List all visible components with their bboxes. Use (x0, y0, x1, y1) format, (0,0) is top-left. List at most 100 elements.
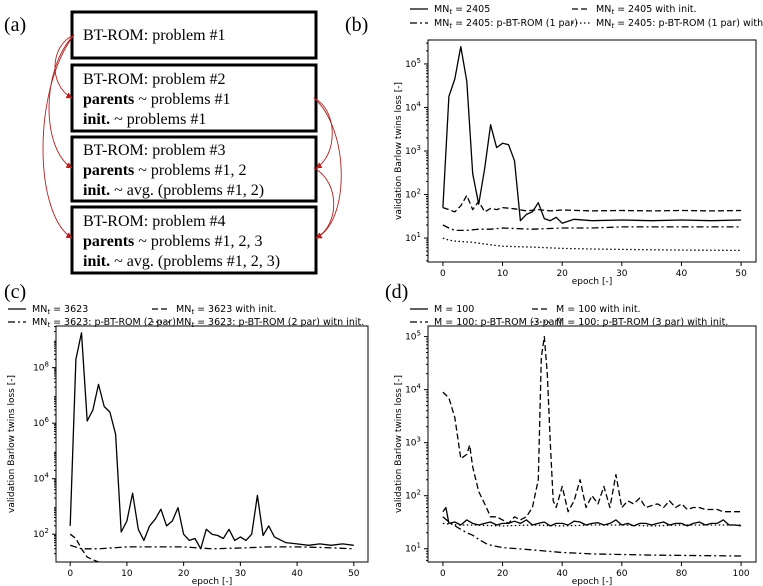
flow-box-3: BT-ROM: problem #3 parents ~ problems #1… (70, 135, 318, 203)
chart-d-ytick-exponent: 4 (417, 383, 422, 391)
parents-value: ~ problems #1, 2, 3 (134, 233, 262, 250)
parents-value: ~ problems #1 (134, 91, 230, 108)
chart-b-legend-label-3: MNt = 2405: p-BT-ROM (1 par) (434, 18, 578, 30)
chart-c-legend: MNt = 3623 MNt = 3623 with init.MNt = 362… (8, 304, 364, 329)
parents-label: parents (83, 233, 134, 250)
chart-d-xtick-label: 0 (440, 569, 446, 579)
flow-box-4-init: init. ~ avg. (problems #1, 2, 3) (83, 253, 280, 270)
chart-c-legend-label-3: MNt = 3623: p-BT-ROM (2 par) (32, 317, 176, 329)
init-label: init. (83, 253, 110, 270)
chart-c-ytick-exponent: 8 (45, 361, 49, 369)
chart-c-ytick-exponent: 2 (45, 527, 49, 535)
chart-b-xtick-label: 40 (676, 269, 688, 279)
chart-c-ytick-exponent: 6 (45, 416, 50, 424)
chart-c-xtick-label: 20 (178, 569, 190, 579)
chart-c-series-2-line (69, 533, 105, 562)
chart-d-ytick-exponent: 1 (417, 542, 421, 550)
flow-box-1-title: BT-ROM: problem #1 (83, 27, 226, 44)
parents-label: parents (83, 162, 134, 179)
chart-b-ytick-label: 105 (405, 57, 421, 70)
init-label: init. (83, 111, 110, 128)
chart-d-ytick-exponent: 5 (417, 330, 421, 338)
chart-b-ytick-label: 102 (405, 188, 421, 201)
chart-d-xtick-label: 60 (616, 569, 628, 579)
arrow-1-to-4 (42, 34, 75, 239)
chart-b-series-1-line (442, 45, 742, 224)
chart-d-series-3-line (442, 516, 742, 557)
chart-d-xlabel: epoch [-] (572, 577, 613, 586)
chart-b-xlabel: epoch [-] (572, 277, 613, 287)
chart-b-series-3-line (442, 224, 742, 232)
chart-c-xtick-label: 50 (348, 569, 360, 579)
chart-b-yticks: 101 102 103 104 105 (405, 42, 428, 262)
chart-d-yticks: 101 102 103 104 105 (405, 330, 428, 562)
chart-c: MNt = 3623 MNt = 3623 with init.MNt = 362… (7, 304, 369, 586)
parents-value: ~ problems #1, 2 (134, 162, 246, 179)
flow-box-1: BT-ROM: problem #1 (70, 10, 318, 60)
chart-b-xticks: 0 10 20 30 40 50 (440, 262, 747, 279)
chart-c-legend-label-2: MNt = 3623 with init. (176, 304, 276, 316)
chart-b-xtick-label: 20 (556, 269, 568, 279)
chart-b-series-4-line (442, 237, 742, 252)
chart-d-ytick-label: 101 (405, 542, 421, 555)
arrow-1-to-2 (54, 34, 75, 99)
chart-c-ytick-label: 106 (33, 416, 49, 429)
arrow-3-to-4 (313, 167, 335, 239)
panel-label-b: (b) (345, 14, 368, 36)
chart-d-ytick-label: 102 (405, 489, 421, 502)
init-value: ~ problems #1 (110, 111, 206, 128)
chart-d-xtick-label: 20 (497, 569, 509, 579)
chart-b-xtick-label: 50 (735, 269, 747, 279)
chart-b-xtick-label: 10 (497, 269, 509, 279)
chart-c-xticks: 0 10 20 30 40 50 (67, 562, 360, 579)
chart-b-series (442, 45, 742, 252)
chart-c-yticks: 102 104 106 108 (33, 326, 56, 555)
chart-b-ytick-exponent: 4 (417, 100, 422, 108)
flow-box-2-parents: parents ~ problems #1 (83, 91, 230, 108)
chart-d-xticks: 0 20 40 60 80 100 (440, 562, 750, 579)
flow-box-2-init: init. ~ problems #1 (83, 111, 206, 128)
chart-c-series-1-line (69, 332, 354, 550)
chart-d-xtick-label: 80 (676, 569, 688, 579)
chart-c-xtick-label: 0 (67, 569, 73, 579)
chart-b-legend: MNt = 2405 MNt = 2405 with init. MNt = 240… (410, 4, 763, 30)
chart-d-ytick-label: 103 (405, 436, 421, 449)
chart-d-legend-label-2: M = 100 with init. (556, 304, 641, 315)
init-label: init. (83, 182, 110, 199)
chart-c-ylabel: validation Barlow twins loss [-] (7, 375, 17, 513)
chart-b-legend-label-1: MNt = 2405 (434, 4, 490, 16)
chart-c-series (69, 332, 354, 562)
arrow-2-to-4 (313, 97, 342, 239)
chart-b-ytick-label: 104 (405, 100, 421, 113)
flow-box-4: BT-ROM: problem #4 parents ~ problems #1… (70, 205, 318, 275)
chart-d-xtick-label: 100 (732, 569, 749, 579)
chart-b-ytick-exponent: 2 (417, 188, 421, 196)
chart-d-ytick-label: 104 (405, 383, 421, 396)
chart-c-series-3-line (70, 544, 354, 550)
chart-d-legend: M = 100 M = 100 with init. M = 100: p-BT-R… (410, 304, 728, 328)
arrow-1-to-3 (48, 34, 75, 169)
chart-b-legend-label-4: MNt = 2405: p-BT-ROM (1 par) with init. (596, 18, 763, 30)
chart-b-ytick-exponent: 5 (417, 57, 421, 65)
flow-box-4-parents: parents ~ problems #1, 2, 3 (83, 233, 262, 250)
chart-d-legend-label-4: M = 100: p-BT-ROM (3 par) with init. (556, 317, 728, 328)
init-value: ~ avg. (problems #1, 2, 3) (110, 253, 280, 270)
flow-box-3-title: BT-ROM: problem #3 (83, 142, 226, 159)
chart-b-legend-label-2: MNt = 2405 with init. (596, 4, 696, 16)
flow-box-3-init: init. ~ avg. (problems #1, 2) (83, 182, 264, 199)
chart-b-xtick-label: 30 (616, 269, 628, 279)
chart-c-legend-label-1: MNt = 3623 (32, 304, 88, 316)
init-value: ~ avg. (problems #1, 2) (110, 182, 264, 199)
chart-c-xtick-label: 40 (291, 569, 303, 579)
chart-c-ytick-label: 108 (33, 361, 49, 374)
chart-c-series-4-line (70, 561, 76, 562)
chart-b-ytick-label: 103 (405, 144, 421, 157)
flow-arrows (42, 34, 342, 239)
chart-c-xlabel: epoch [-] (192, 577, 233, 586)
flow-box-3-parents: parents ~ problems #1, 2 (83, 162, 246, 179)
chart-d-legend-label-1: M = 100 (434, 304, 474, 315)
chart-d-series-1-line (442, 506, 742, 527)
chart-b-ytick-exponent: 3 (417, 144, 421, 152)
chart-d-ytick-exponent: 3 (417, 436, 421, 444)
chart-d-series (442, 335, 742, 557)
